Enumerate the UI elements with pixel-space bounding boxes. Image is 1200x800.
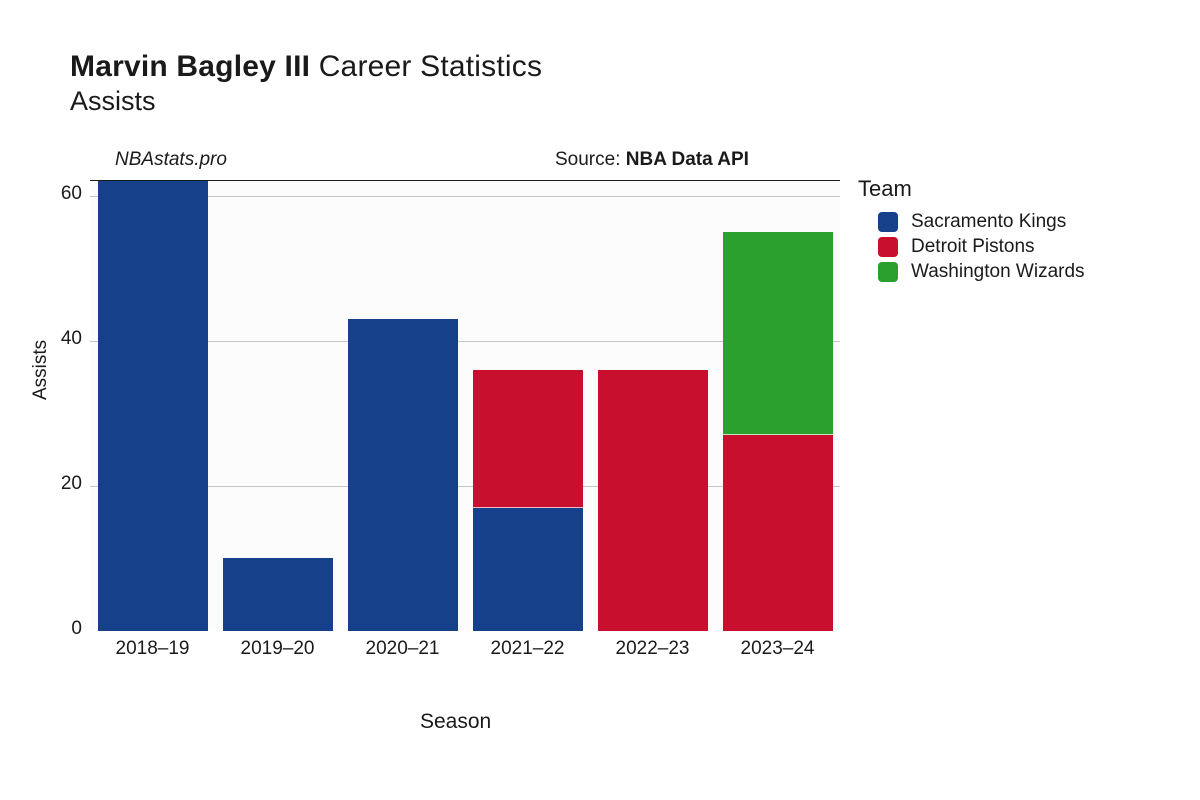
x-tick-label: 2023–24 [723,638,833,660]
y-tick-label: 20 [61,473,82,495]
title-block: Marvin Bagley III Career Statistics Assi… [70,50,542,117]
source-prefix: Source: [555,149,626,170]
x-tick-label: 2021–22 [473,638,583,660]
bar-segment [98,181,208,631]
title-rest: Career Statistics [310,50,542,83]
title-subtitle: Assists [70,86,542,117]
watermark: NBAstats.pro [115,149,227,171]
bar-segment [723,435,833,631]
x-tick-label: 2018–19 [98,638,208,660]
y-tick-label: 0 [71,618,82,640]
bar-segment [473,508,583,631]
plot-background [90,180,840,630]
x-axis-label: Season [420,710,491,734]
bar-segment [473,370,583,508]
legend-item: Detroit Pistons [858,236,1085,258]
legend-label: Washington Wizards [911,261,1085,283]
chart-container: Marvin Bagley III Career Statistics Assi… [0,0,1200,800]
source-name: NBA Data API [626,149,749,170]
legend-label: Sacramento Kings [911,211,1066,233]
bar-segment [723,232,833,435]
y-tick-label: 40 [61,328,82,350]
legend-title: Team [858,176,1085,202]
title-line1: Marvin Bagley III Career Statistics [70,50,542,84]
source-attribution: Source: NBA Data API [555,149,749,171]
bar-segment [598,370,708,631]
bar-segment [348,319,458,631]
x-tick-label: 2020–21 [348,638,458,660]
legend-swatch [878,262,898,282]
x-tick-label: 2022–23 [598,638,708,660]
legend-swatch [878,212,898,232]
bar-segment [223,558,333,631]
legend-label: Detroit Pistons [911,236,1035,258]
chart-plot-area [90,180,840,630]
x-tick-label: 2019–20 [223,638,333,660]
legend-item: Sacramento Kings [858,211,1085,233]
player-name: Marvin Bagley III [70,50,310,83]
y-tick-label: 60 [61,183,82,205]
y-axis-label: Assists [30,340,52,400]
legend-swatch [878,237,898,257]
legend-item: Washington Wizards [858,261,1085,283]
legend: Team Sacramento Kings Detroit Pistons Wash… [858,176,1085,286]
